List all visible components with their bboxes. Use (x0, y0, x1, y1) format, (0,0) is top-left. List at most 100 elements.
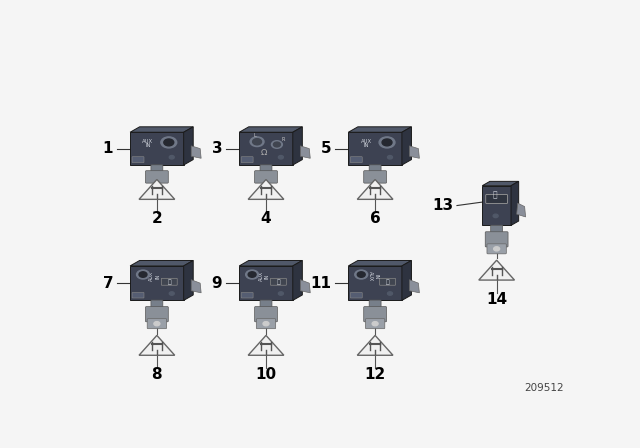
Polygon shape (357, 336, 393, 355)
FancyBboxPatch shape (487, 244, 506, 254)
Text: AUX: AUX (259, 271, 264, 281)
FancyBboxPatch shape (365, 319, 385, 329)
Polygon shape (348, 266, 402, 301)
Text: ⻯: ⻯ (493, 190, 497, 199)
Polygon shape (130, 127, 193, 132)
Polygon shape (239, 266, 292, 301)
Text: L: L (253, 133, 256, 138)
Polygon shape (348, 132, 402, 165)
Circle shape (382, 139, 392, 146)
FancyBboxPatch shape (132, 157, 144, 163)
Polygon shape (402, 260, 412, 301)
Text: IN: IN (156, 274, 161, 279)
Circle shape (169, 292, 174, 295)
Text: 209512: 209512 (524, 383, 564, 392)
Text: 4: 4 (260, 211, 271, 227)
Polygon shape (191, 280, 201, 293)
FancyBboxPatch shape (364, 171, 387, 183)
Polygon shape (239, 260, 302, 266)
Circle shape (357, 272, 365, 277)
FancyBboxPatch shape (350, 157, 362, 163)
Polygon shape (248, 336, 284, 355)
Text: 14: 14 (486, 292, 508, 307)
Text: ⻯: ⻯ (276, 280, 280, 285)
Text: IN: IN (264, 274, 269, 279)
FancyBboxPatch shape (257, 319, 276, 329)
Circle shape (169, 155, 174, 159)
Text: ⻯: ⻯ (168, 280, 171, 285)
Circle shape (136, 270, 150, 279)
FancyBboxPatch shape (369, 300, 381, 308)
Polygon shape (130, 260, 193, 266)
Circle shape (253, 138, 262, 145)
Polygon shape (239, 127, 302, 132)
Circle shape (271, 141, 282, 148)
FancyBboxPatch shape (241, 293, 253, 298)
FancyBboxPatch shape (255, 306, 277, 322)
Polygon shape (300, 280, 310, 293)
Text: AUX: AUX (149, 271, 154, 281)
FancyBboxPatch shape (151, 165, 163, 172)
Text: Ω: Ω (260, 147, 267, 156)
Polygon shape (410, 280, 419, 293)
Circle shape (388, 155, 392, 159)
Text: R: R (281, 137, 285, 142)
Polygon shape (292, 260, 302, 301)
FancyBboxPatch shape (350, 293, 362, 298)
Text: 10: 10 (255, 367, 276, 383)
Text: IN: IN (145, 142, 150, 148)
Polygon shape (139, 180, 175, 199)
Text: 11: 11 (310, 276, 332, 291)
Circle shape (248, 272, 256, 277)
Polygon shape (483, 181, 518, 186)
Circle shape (246, 270, 259, 279)
FancyBboxPatch shape (145, 306, 168, 322)
Polygon shape (479, 260, 515, 280)
Circle shape (355, 270, 367, 279)
Polygon shape (130, 266, 184, 301)
Circle shape (139, 272, 147, 277)
FancyBboxPatch shape (260, 165, 272, 172)
Text: 9: 9 (212, 276, 222, 291)
Polygon shape (248, 180, 284, 199)
Circle shape (379, 137, 395, 148)
Circle shape (493, 214, 498, 218)
Circle shape (250, 137, 264, 146)
Polygon shape (184, 127, 193, 165)
FancyBboxPatch shape (369, 165, 381, 172)
Polygon shape (410, 146, 419, 158)
Circle shape (493, 247, 500, 251)
Polygon shape (139, 336, 175, 355)
Text: 6: 6 (370, 211, 381, 227)
FancyBboxPatch shape (271, 278, 286, 285)
FancyBboxPatch shape (132, 293, 144, 298)
FancyBboxPatch shape (147, 319, 166, 329)
Text: 3: 3 (212, 141, 222, 156)
Circle shape (263, 322, 269, 326)
Polygon shape (184, 260, 193, 301)
Text: 8: 8 (152, 367, 162, 383)
Circle shape (388, 292, 392, 295)
FancyBboxPatch shape (260, 300, 272, 308)
Circle shape (372, 322, 378, 326)
Polygon shape (239, 132, 292, 165)
FancyBboxPatch shape (145, 171, 168, 183)
Circle shape (278, 155, 284, 159)
Polygon shape (348, 260, 412, 266)
Polygon shape (130, 132, 184, 165)
Text: IN: IN (374, 274, 379, 279)
Polygon shape (402, 127, 412, 165)
Circle shape (154, 322, 160, 326)
Text: 2: 2 (152, 211, 163, 227)
Text: 1: 1 (103, 141, 113, 156)
Polygon shape (191, 146, 201, 158)
Text: 5: 5 (321, 141, 332, 156)
Circle shape (273, 142, 280, 147)
Polygon shape (357, 180, 393, 199)
Text: IN: IN (364, 142, 369, 148)
FancyBboxPatch shape (241, 157, 253, 163)
Text: AUX: AUX (367, 271, 372, 281)
Text: ⻯: ⻯ (386, 280, 389, 285)
Polygon shape (300, 146, 310, 158)
FancyBboxPatch shape (364, 306, 387, 322)
